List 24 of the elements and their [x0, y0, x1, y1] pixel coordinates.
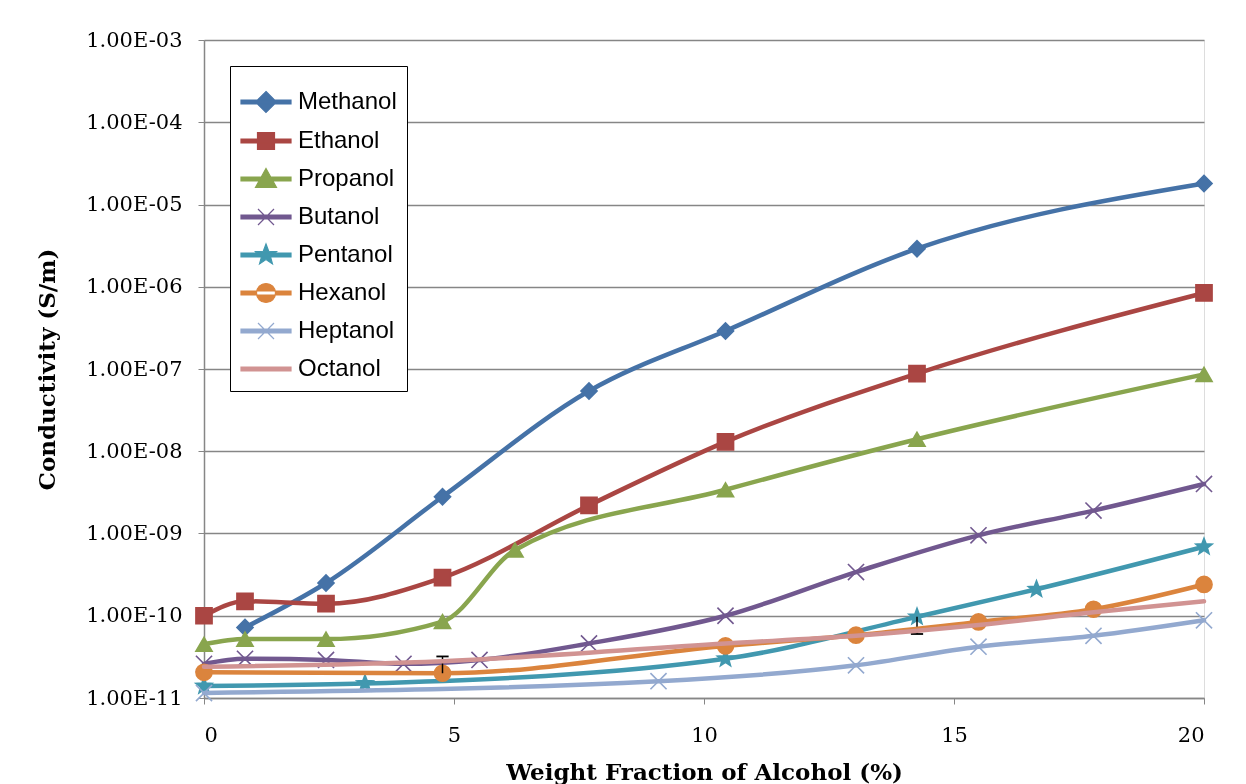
- legend-label: Butanol: [298, 202, 380, 229]
- legend-label: Hexanol: [298, 278, 387, 305]
- x-tick-label: 0: [204, 722, 218, 747]
- y-tick-label: 1.00E-09: [86, 521, 183, 545]
- x-tick-label: 20: [1177, 722, 1205, 747]
- x-tick-label: 5: [447, 722, 462, 747]
- y-tick-label: 1.00E-03: [86, 27, 183, 52]
- y-tick-label: 1.00E-07: [86, 356, 183, 381]
- y-tick-label: 1.00E-10: [86, 603, 183, 628]
- y-tick-label: 1.00E-05: [86, 192, 183, 216]
- y-tick-label: 1.00E-08: [86, 438, 183, 463]
- x-tick-label: 15: [941, 722, 968, 747]
- y-tick-label: 1.00E-04: [86, 109, 183, 134]
- legend-label: Propanol: [298, 164, 395, 191]
- legend-label: Pentanol: [298, 240, 393, 267]
- y-tick-label: 1.00E-06: [86, 274, 183, 299]
- legend-label: Heptanol: [298, 316, 395, 343]
- x-axis-title: Weight Fraction of Alcohol (%): [505, 757, 903, 784]
- y-tick-label: 1.00E-11: [86, 685, 183, 710]
- legend-label: Ethanol: [298, 126, 380, 153]
- y-axis-title: Conductivity (S/m): [33, 248, 61, 491]
- legend-label: Octanol: [298, 354, 381, 381]
- x-tick-label: 10: [691, 722, 718, 747]
- legend-label: Methanol: [298, 87, 397, 114]
